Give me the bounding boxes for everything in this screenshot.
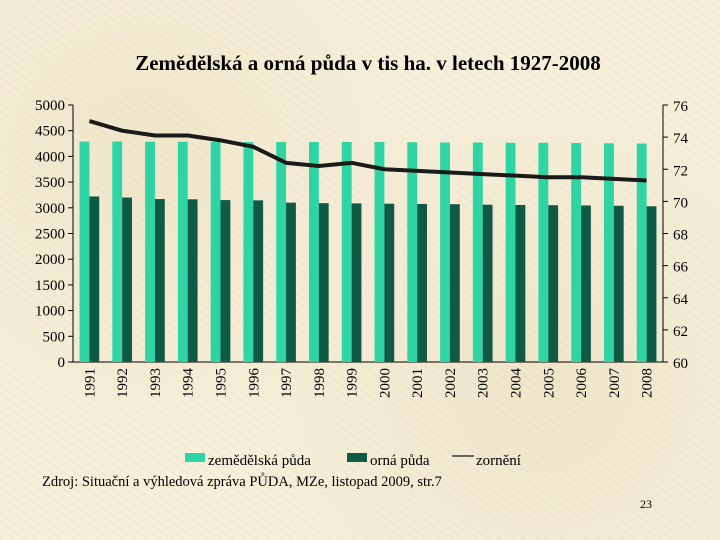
bar-arable-2006 [581,205,591,362]
bar-arable-2004 [515,204,526,362]
bar-agricultural-1991 [79,141,90,362]
x-tick-label-2005: 2005 [541,368,557,398]
bar-agricultural-2006 [571,143,582,362]
y-left-tick-label: 4000 [35,149,65,165]
bar-arable-2008 [646,206,657,362]
y-left-tick-label: 5000 [35,98,65,114]
bar-agricultural-2003 [472,142,483,362]
bar-arable-1999 [351,203,362,362]
bar-arable-2007 [613,205,624,362]
bar-agricultural-2001 [407,142,418,362]
bar-agricultural-1999 [341,142,352,362]
bar-arable-1998 [318,203,329,362]
y-left-tick-label: 3000 [35,201,65,217]
y-left-tick-label: 1500 [35,278,65,294]
x-tick-label-1999: 1999 [345,368,361,398]
page-number: 23 [640,497,652,511]
x-tick-label-2003: 2003 [476,368,492,398]
bar-agricultural-1997 [276,142,287,362]
y-left-tick-label: 4500 [35,124,65,140]
bar-agricultural-1996 [243,142,254,362]
y-right-tick-label: 64 [673,292,689,308]
bar-arable-1994 [187,199,198,362]
x-tick-label-1998: 1998 [312,368,328,398]
x-tick-label-1995: 1995 [214,368,230,398]
x-tick-label-1996: 1996 [246,368,262,399]
bar-agricultural-2004 [505,142,516,362]
x-tick-label-2007: 2007 [607,368,623,399]
bar-arable-2003 [482,204,493,362]
bar-arable-2001 [417,203,427,362]
y-left-tick-label: 500 [43,329,66,345]
legend-swatch-agricultural [185,453,205,462]
bar-agricultural-1995 [210,142,221,362]
bar-arable-2005 [548,205,559,362]
bar-arable-1992 [122,197,132,362]
bar-arable-2002 [449,204,460,362]
y-left-tick-label: 3500 [35,175,65,191]
y-right-tick-label: 72 [673,163,688,179]
bar-agricultural-1994 [177,141,188,362]
x-tick-label-2001: 2001 [410,368,426,398]
y-left-tick-label: 1000 [35,304,65,320]
y-right-tick-label: 68 [673,228,688,244]
x-tick-label-2004: 2004 [509,368,525,399]
bar-arable-1996 [253,200,264,362]
y-left-tick-label: 0 [58,355,66,371]
y-right-tick-label: 66 [673,260,689,276]
x-tick-label-2000: 2000 [377,368,393,398]
bar-arable-2000 [384,203,395,362]
bar-agricultural-2000 [374,142,385,362]
legend: zemědělská půda orná půda zornění [185,453,521,469]
legend-swatch-arable [347,453,367,462]
bar-arable-1991 [89,196,100,362]
bar-agricultural-2007 [604,143,614,362]
bar-agricultural-1992 [112,141,123,362]
bar-agricultural-1993 [145,141,155,362]
x-tick-label-2008: 2008 [640,368,656,398]
legend-label-agricultural: zemědělská půda [208,453,311,469]
bar-arable-1995 [220,200,231,362]
y-right-tick-label: 60 [673,356,688,372]
x-tick-label-1997: 1997 [279,368,295,399]
chart-title: Zemědělská a orná půda v tis ha. v letec… [135,51,601,75]
plot-area: 0 500 1000 1500 2000 2500 3000 3500 4000 4500 5000… [35,98,689,398]
y-right-tick-label: 76 [673,99,689,115]
x-tick-label-2002: 2002 [443,368,459,398]
bar-agricultural-2002 [440,142,450,362]
legend-label-arable: orná půda [370,453,430,469]
y-right-tick-label: 70 [673,195,688,211]
y-right-tick-label: 74 [673,131,689,147]
y-right-tick-label: 62 [673,324,688,340]
line-tillage [88,119,647,183]
bar-agricultural-2008 [636,143,647,362]
x-tick-label-1994: 1994 [181,368,197,399]
bar-arable-1997 [286,202,296,362]
legend-label-tillage: zornění [476,453,521,469]
source-note: Zdroj: Situační a výhledová zpráva PŮDA,… [42,474,442,490]
x-tick-label-2006: 2006 [574,368,590,399]
y-left-tick-label: 2000 [35,252,65,268]
bar-agricultural-2005 [538,142,549,362]
x-tick-label-1991: 1991 [82,368,98,398]
bar-arable-1993 [154,199,165,362]
x-tick-label-1992: 1992 [115,368,131,398]
bar-agricultural-1998 [309,142,319,362]
y-left-tick-label: 2500 [35,227,65,243]
x-tick-label-1993: 1993 [148,368,164,398]
